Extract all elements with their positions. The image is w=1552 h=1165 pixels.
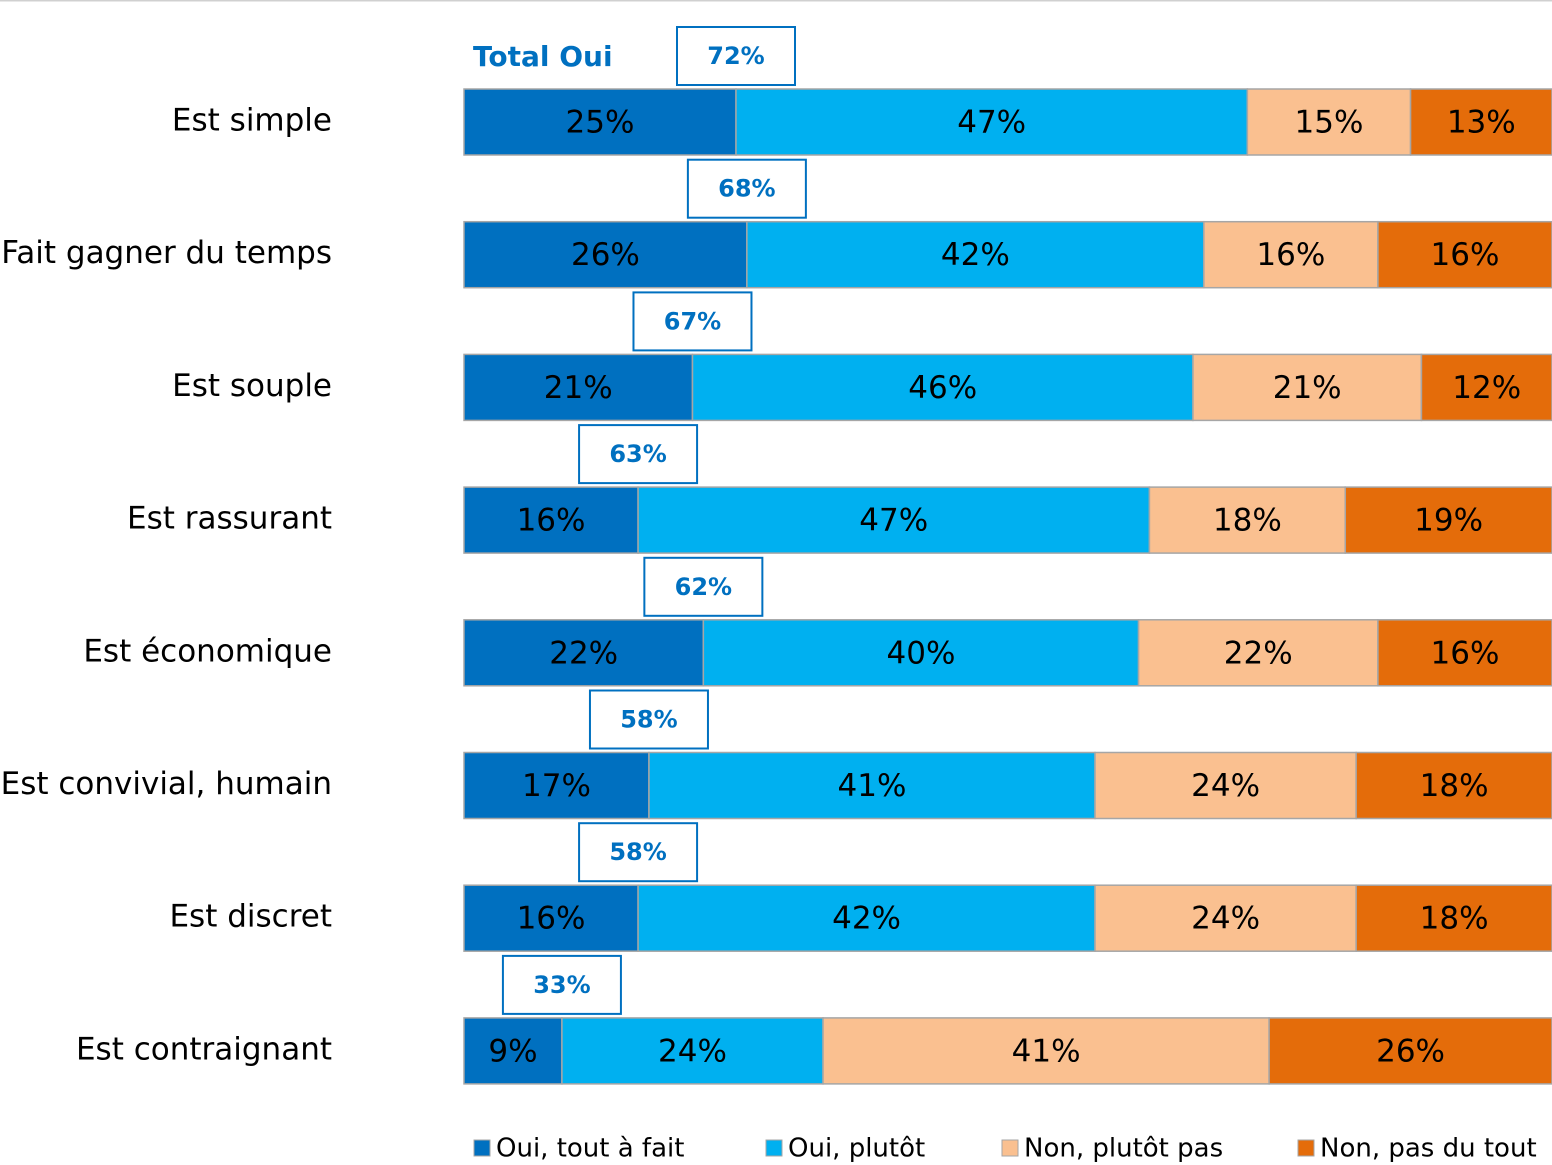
total-box	[501, 954, 622, 1015]
bar-value-label: 12%	[1452, 370, 1521, 406]
bar-segment	[1192, 353, 1423, 422]
legend-label: Non, plutôt pas	[1024, 1134, 1223, 1164]
bar-value-label: 46%	[908, 370, 977, 406]
bar-segment	[735, 88, 1249, 156]
bar-value-label: 16%	[517, 503, 586, 539]
category-label: Est discret	[169, 899, 332, 935]
bar-value-label: 47%	[957, 105, 1026, 141]
category-label: Fait gagner du temps	[1, 235, 332, 271]
legend-swatch	[1297, 1139, 1315, 1157]
total-label: 67%	[664, 307, 721, 335]
bar-value-label: 47%	[859, 503, 928, 539]
total-label: 63%	[609, 440, 666, 468]
total-label: 58%	[620, 706, 677, 734]
legend-label: Oui, plutôt	[788, 1134, 925, 1164]
bar-value-label: 41%	[1012, 1033, 1081, 1069]
bar-value-label: 40%	[887, 635, 956, 671]
bar-value-label: 24%	[1191, 768, 1260, 804]
legend-swatch	[473, 1139, 491, 1157]
category-label: Est simple	[172, 103, 332, 139]
category-label: Est rassurant	[127, 501, 332, 537]
category-label: Est convivial, humain	[1, 766, 332, 802]
total-box	[632, 291, 753, 352]
bar-segment	[463, 220, 748, 289]
category-label: Est économique	[83, 633, 332, 669]
total-box	[578, 424, 699, 485]
bar-value-label: 24%	[658, 1033, 727, 1069]
bar-segment	[1148, 486, 1347, 554]
bar-segment	[1094, 884, 1357, 952]
bar-value-label: 21%	[1273, 370, 1342, 406]
total-label: 68%	[718, 175, 775, 203]
bar-value-label: 16%	[1256, 237, 1325, 273]
bar-segment	[463, 1017, 563, 1085]
bar-segment	[1355, 751, 1552, 820]
bar-segment	[746, 220, 1205, 289]
bar-segment	[822, 1017, 1270, 1085]
total-label: 62%	[675, 573, 732, 601]
bar-value-label: 22%	[549, 635, 618, 671]
legend-label: Oui, tout à fait	[496, 1134, 684, 1164]
category-label: Est souple	[172, 368, 332, 404]
total-box	[578, 822, 699, 883]
legend-swatch	[765, 1139, 783, 1157]
totals-title: Total Oui	[473, 40, 613, 73]
bar-value-label: 24%	[1191, 901, 1260, 937]
bar-segment	[1203, 220, 1379, 289]
bar-segment	[637, 486, 1151, 554]
total-box	[686, 158, 807, 219]
bar-segment	[1094, 751, 1357, 820]
bar-value-label: 13%	[1447, 105, 1516, 141]
bar-value-label: 42%	[832, 901, 901, 937]
category-label: Est contraignant	[76, 1031, 332, 1067]
total-label: 58%	[609, 838, 666, 866]
total-box	[643, 556, 764, 617]
bar-value-label: 16%	[1431, 237, 1500, 273]
bar-value-label: 26%	[571, 237, 640, 273]
total-box	[676, 26, 796, 86]
total-box	[588, 689, 709, 750]
bar-value-label: 18%	[1420, 901, 1489, 937]
bar-value-label: 16%	[517, 901, 586, 937]
bar-value-label: 16%	[1431, 635, 1500, 671]
legend-swatch	[1001, 1139, 1019, 1157]
bar-value-label: 15%	[1295, 105, 1364, 141]
bar-segment	[691, 353, 1194, 422]
bar-segment	[463, 353, 694, 422]
bar-value-label: 17%	[522, 768, 591, 804]
bar-segment	[463, 619, 705, 687]
bar-segment	[1268, 1017, 1552, 1085]
bar-value-label: 42%	[941, 237, 1010, 273]
bar-value-label: 41%	[838, 768, 907, 804]
bar-segment	[1355, 884, 1552, 952]
bar-segment	[463, 884, 639, 952]
bar-value-label: 26%	[1376, 1033, 1445, 1069]
bar-value-label: 25%	[566, 105, 635, 141]
bar-value-label: 18%	[1420, 768, 1489, 804]
bar-segment	[1377, 220, 1552, 289]
bar-value-label: 21%	[544, 370, 613, 406]
bar-value-label: 19%	[1414, 503, 1483, 539]
bar-segment	[1377, 619, 1552, 687]
bar-segment	[1137, 619, 1379, 687]
bar-segment	[1344, 486, 1552, 554]
bar-segment	[463, 751, 650, 820]
bar-segment	[648, 751, 1096, 820]
bar-segment	[637, 884, 1096, 952]
bar-value-label: 18%	[1213, 503, 1282, 539]
bar-value-label: 9%	[488, 1033, 537, 1069]
bar-segment	[1246, 88, 1412, 156]
legend-label: Non, pas du tout	[1320, 1134, 1537, 1164]
bar-segment	[463, 486, 639, 554]
total-label: 33%	[533, 971, 590, 999]
total-label: 72%	[707, 42, 764, 70]
bar-segment	[702, 619, 1140, 687]
bar-value-label: 22%	[1224, 635, 1293, 671]
bar-segment	[1409, 88, 1552, 156]
